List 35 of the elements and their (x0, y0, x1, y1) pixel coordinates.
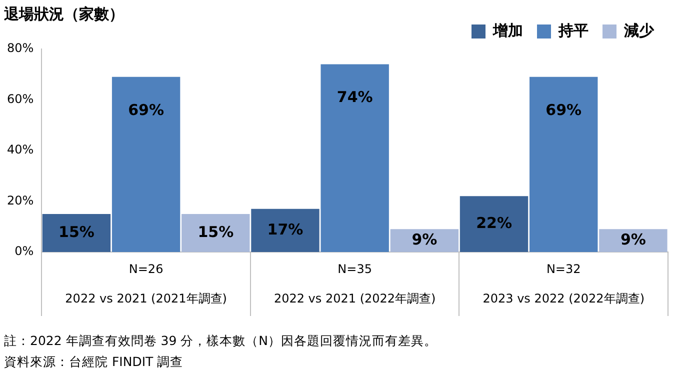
chart-title: 退場狀況（家數） (3, 4, 124, 23)
bar (42, 214, 111, 252)
x-tick-label: 2022 vs 2021 (2021年調查) (65, 291, 227, 306)
data-label: 15% (198, 222, 234, 241)
bar (530, 76, 598, 252)
y-tick-label: 60% (7, 92, 34, 106)
y-tick-label: 0% (14, 244, 34, 258)
legend-label: 減少 (623, 21, 655, 40)
bar (599, 229, 668, 252)
data-label: 9% (412, 230, 438, 248)
y-tick-label: 40% (7, 142, 34, 157)
text: N=32 (546, 262, 581, 276)
bar (251, 208, 320, 252)
legend-label: 增加 (492, 21, 523, 40)
data-label: 69% (128, 100, 164, 119)
source-note: 資料來源：台經院 FINDIT 調查 (3, 353, 184, 371)
text: N=35 (338, 262, 372, 276)
bar (460, 196, 528, 252)
data-label: 22% (476, 214, 512, 232)
y-tick-label: 20% (7, 193, 34, 208)
data-label: 9% (620, 230, 646, 248)
bar (320, 64, 389, 252)
data-label: 69% (546, 100, 582, 119)
x-tick-label: 2023 vs 2022 (2022年調查) (482, 291, 645, 306)
text: 註：2022 年調查有效問卷 39 分，樣本數（N）因各題回覆情況而有差異。 (3, 332, 438, 350)
data-label: 74% (336, 88, 373, 106)
legend-label: 持平 (558, 21, 588, 40)
bar (390, 229, 459, 252)
y-tick-label: 80% (7, 41, 34, 56)
data-label: 15% (58, 222, 94, 241)
text: N=26 (128, 262, 164, 276)
bar (182, 214, 250, 252)
data-label: 17% (267, 220, 304, 238)
x-tick-label: 2022 vs 2021 (2022年調查) (274, 291, 436, 306)
bar (112, 76, 180, 252)
